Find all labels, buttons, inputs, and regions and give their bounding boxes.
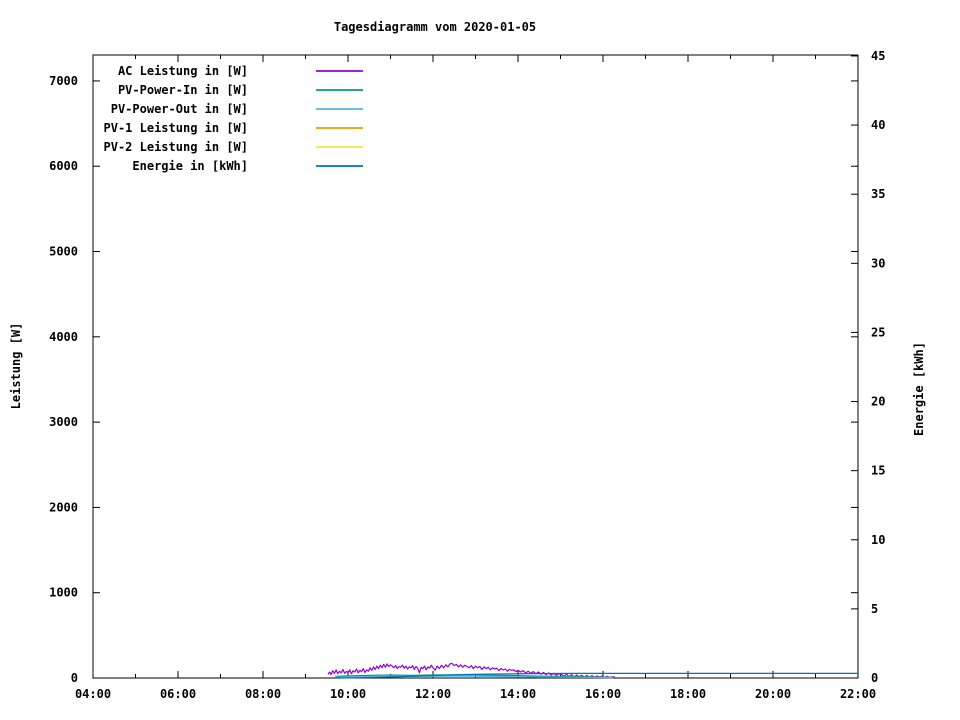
y-left-tick-label: 2000 <box>49 500 78 514</box>
legend-label-1: PV-Power-In in [W] <box>118 83 248 97</box>
chart-title: Tagesdiagramm vom 2020-01-05 <box>333 20 537 34</box>
y-left-tick-label: 5000 <box>49 245 78 259</box>
y-left-tick-label: 0 <box>71 671 78 685</box>
x-tick-label: 16:00 <box>585 687 621 701</box>
y-left-tick-label: 6000 <box>49 159 78 173</box>
series-line-5 <box>339 672 858 679</box>
x-tick-label: 04:00 <box>75 687 111 701</box>
x-tick-label: 14:00 <box>500 687 536 701</box>
y-right-tick-label: 0 <box>871 671 878 685</box>
legend-label-0: AC Leistung in [W] <box>118 64 248 78</box>
x-tick-label: 06:00 <box>160 687 196 701</box>
y-right-tick-label: 30 <box>871 256 885 270</box>
x-tick-label: 18:00 <box>670 687 706 701</box>
y-right-tick-label: 20 <box>871 395 885 409</box>
x-tick-label: 22:00 <box>840 687 876 701</box>
y-right-tick-label: 5 <box>871 602 878 616</box>
series-line-2 <box>335 675 614 679</box>
y-right-tick-label: 45 <box>871 49 885 63</box>
legend-label-5: Energie in [kWh] <box>132 159 248 173</box>
y-right-tick-label: 35 <box>871 187 885 201</box>
series-line-0 <box>327 662 615 679</box>
y-right-tick-label: 40 <box>871 118 885 132</box>
y-right-tick-label: 10 <box>871 533 885 547</box>
legend-label-2: PV-Power-Out in [W] <box>111 102 248 116</box>
y-right-tick-label: 15 <box>871 464 885 478</box>
legend-label-4: PV-2 Leistung in [W] <box>104 140 249 154</box>
y-right-tick-label: 25 <box>871 325 885 339</box>
y-left-tick-label: 7000 <box>49 74 78 88</box>
x-tick-label: 10:00 <box>330 687 366 701</box>
y-left-tick-label: 1000 <box>49 586 78 600</box>
y-left-tick-label: 3000 <box>49 415 78 429</box>
y-left-tick-label: 4000 <box>49 330 78 344</box>
x-tick-label: 08:00 <box>245 687 281 701</box>
x-tick-label: 20:00 <box>755 687 791 701</box>
x-tick-label: 12:00 <box>415 687 451 701</box>
legend-label-3: PV-1 Leistung in [W] <box>104 121 249 135</box>
